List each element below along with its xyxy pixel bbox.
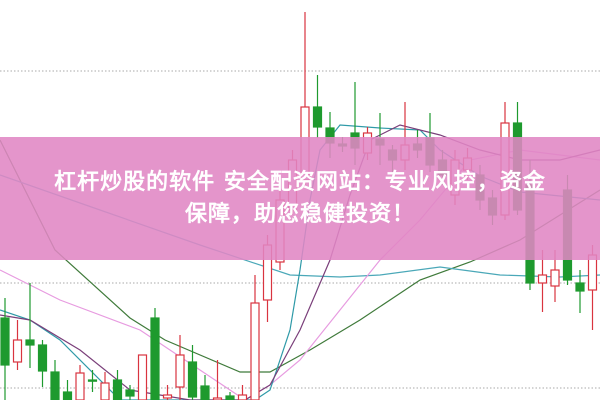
candle-body <box>0 317 10 366</box>
candle-body <box>200 385 210 400</box>
candle-body <box>225 395 235 400</box>
candle-body <box>312 106 323 128</box>
candle-body <box>37 344 48 372</box>
banner-text-line1: 杠杆炒股的软件 安全配资网站：专业风控，资金 <box>54 169 546 195</box>
candle-up <box>100 372 110 400</box>
candle-down <box>0 298 10 400</box>
candle-body <box>75 372 85 400</box>
candle-down <box>225 392 235 400</box>
candle-body <box>87 379 98 382</box>
candle-body <box>537 274 548 284</box>
candle-body <box>125 389 135 397</box>
candle-down <box>312 75 323 138</box>
candle-body <box>100 382 110 400</box>
candle-up <box>175 335 185 400</box>
candle-body <box>50 371 60 400</box>
candle-down <box>150 308 160 400</box>
candle-up <box>162 385 173 400</box>
candle-body <box>137 354 148 400</box>
candle-body <box>112 379 123 400</box>
promo-banner: 杠杆炒股的软件 安全配资网站：专业风控，资金 保障，助您稳健投资！ <box>0 137 600 260</box>
candle-up <box>237 385 248 400</box>
candle-down <box>25 283 35 368</box>
candle-down <box>62 380 73 400</box>
candle-up <box>137 354 148 400</box>
candle-up <box>212 360 223 400</box>
candle-down <box>187 345 198 400</box>
candle-down <box>87 370 98 392</box>
candle-up <box>250 275 260 400</box>
candle-body <box>550 269 560 287</box>
candle-down <box>200 375 210 400</box>
candle-up <box>537 250 548 312</box>
banner-text-line2: 保障，助您稳健投资！ <box>184 201 415 227</box>
candle-body <box>150 317 160 400</box>
candle-body <box>62 391 73 400</box>
candle-down <box>125 385 135 400</box>
candle-body <box>237 394 248 400</box>
candle-body <box>587 254 598 291</box>
candle-up <box>12 320 23 370</box>
candle-body <box>162 394 173 399</box>
candle-down <box>112 370 123 400</box>
candle-down <box>575 270 585 313</box>
candle-body <box>212 397 223 400</box>
candle-down <box>37 340 48 387</box>
candle-body <box>575 282 585 292</box>
candle-up <box>75 365 85 400</box>
candle-down <box>50 360 60 400</box>
candle-body <box>250 302 260 400</box>
candle-body <box>25 339 35 346</box>
candle-body <box>187 361 198 398</box>
candle-body <box>12 339 23 363</box>
candle-body <box>175 354 185 388</box>
